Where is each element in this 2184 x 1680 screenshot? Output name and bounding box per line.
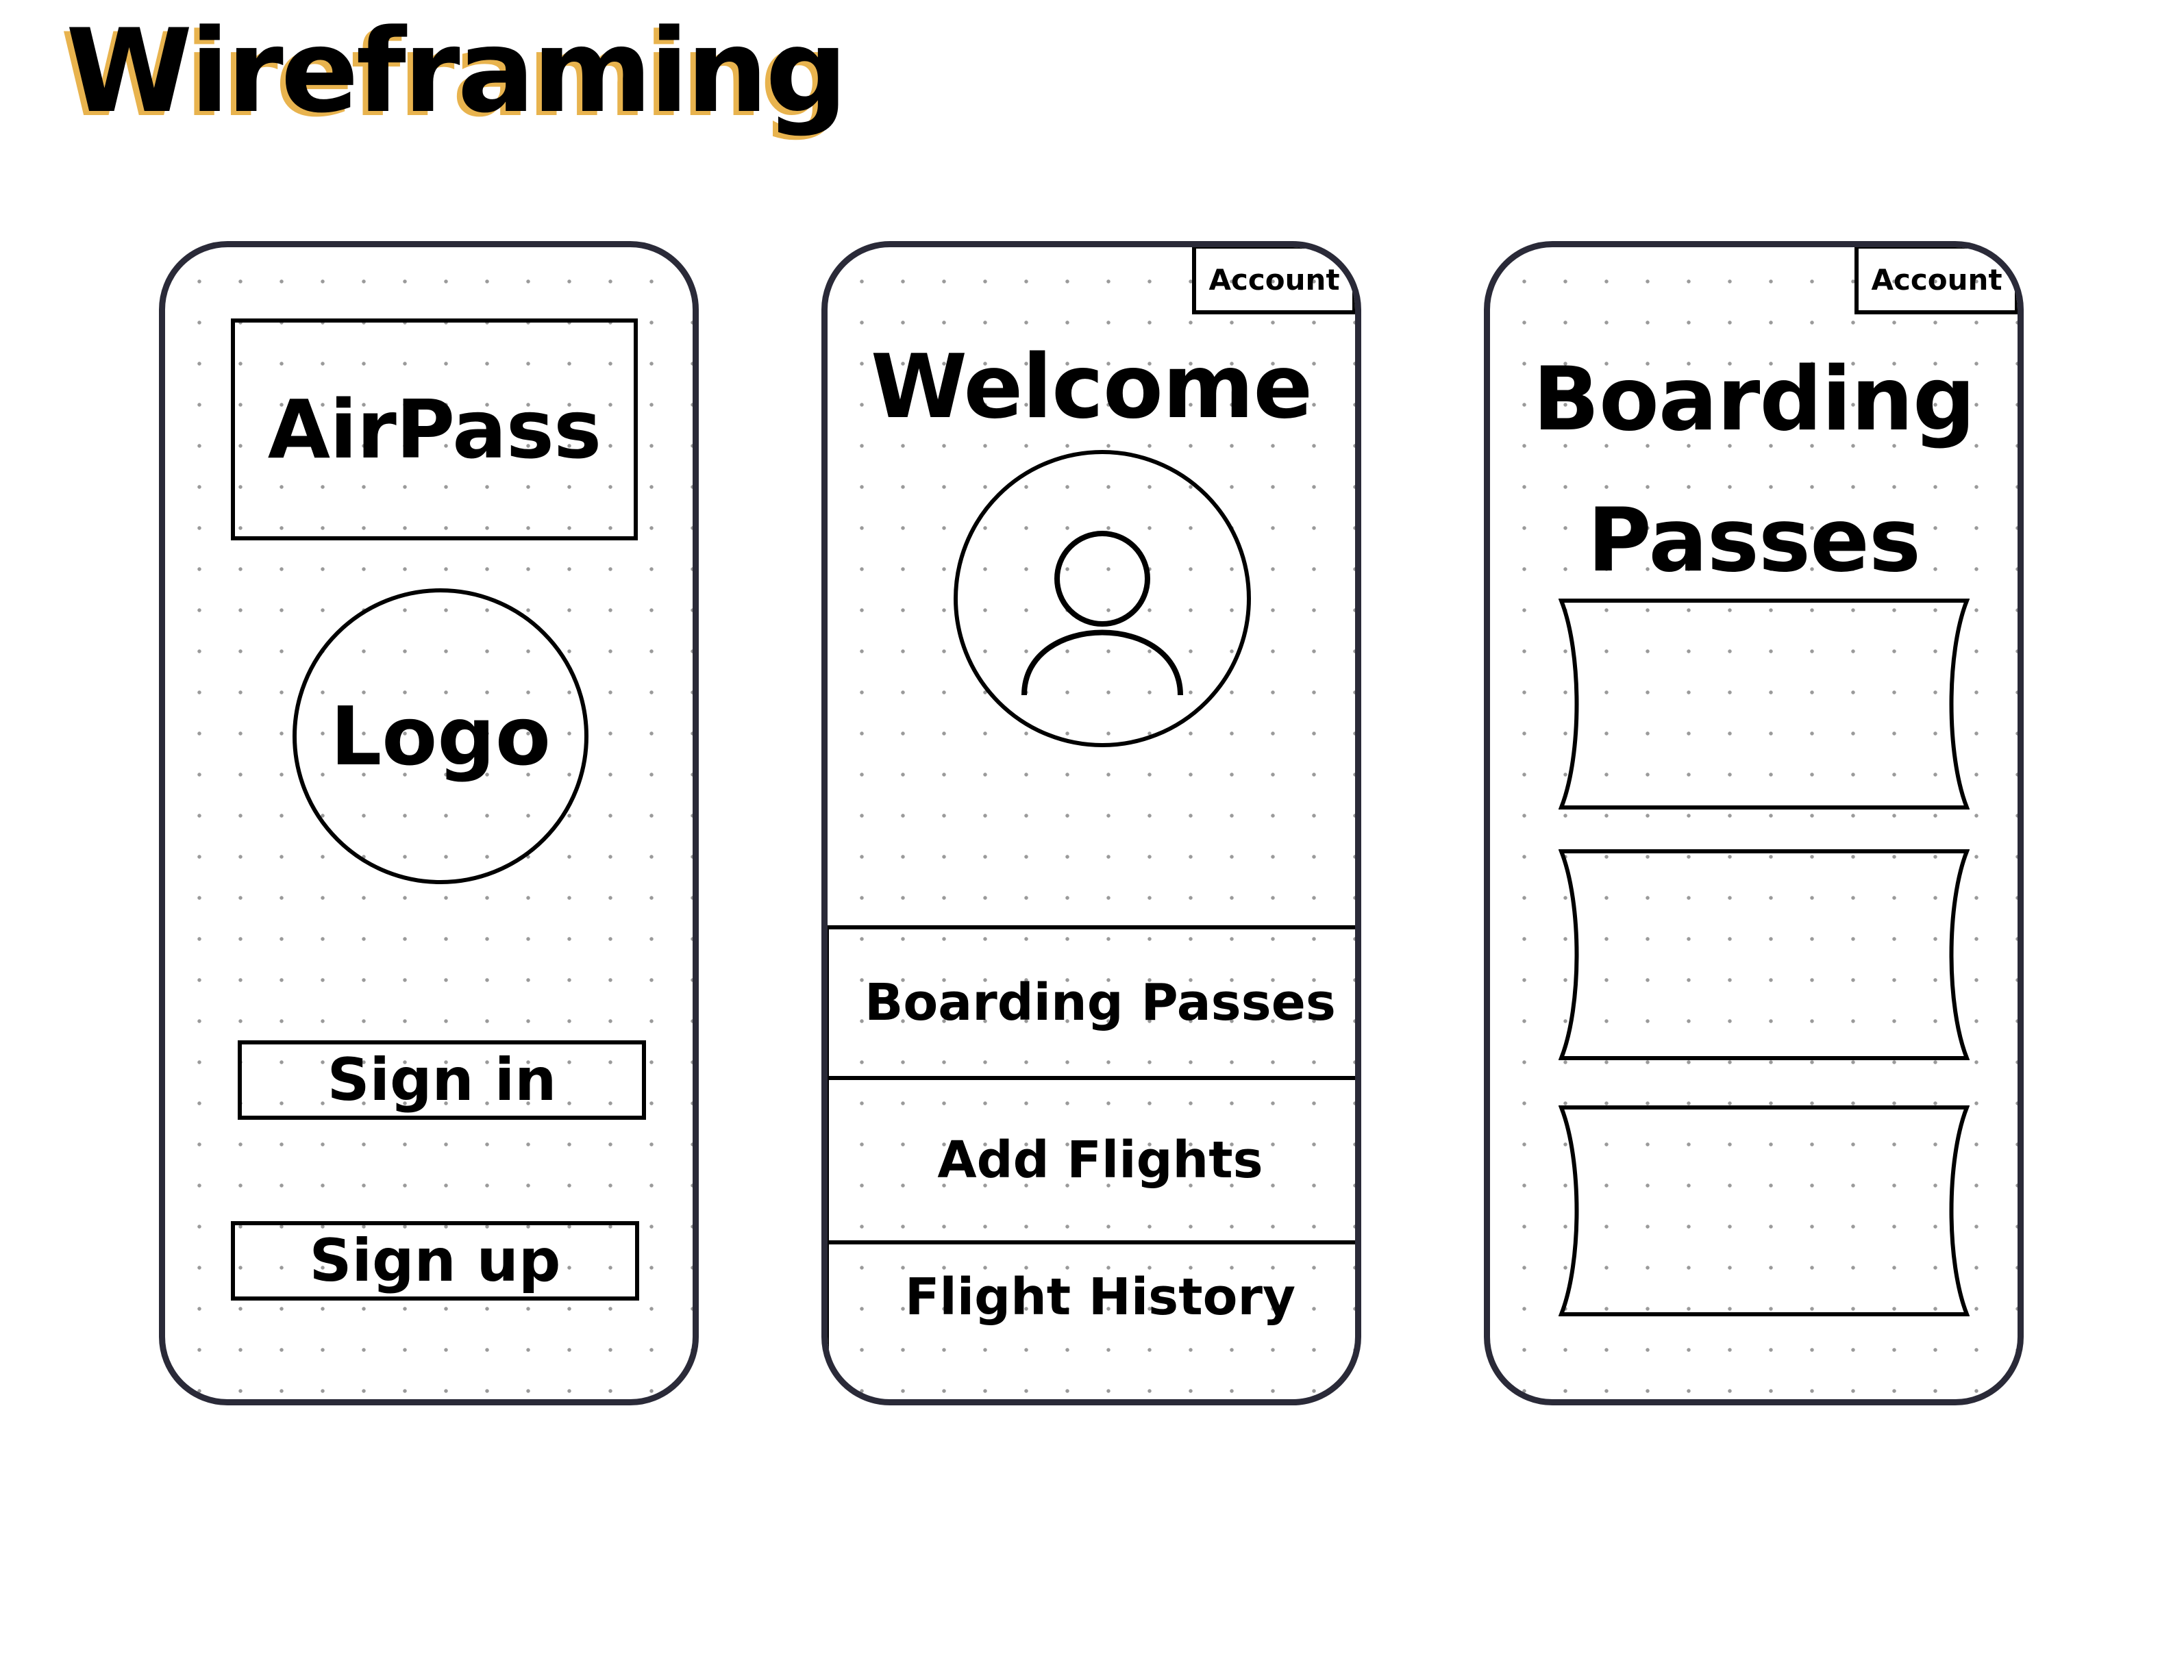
boarding-pass-card[interactable]: [1559, 1105, 1970, 1317]
account-label: Account: [1208, 262, 1340, 297]
user-icon: [1021, 531, 1183, 696]
phone-frame-login: AirPass Logo Sign in Sign up: [159, 241, 699, 1405]
menu-item-label: Add Flights: [937, 1131, 1263, 1190]
logo-placeholder: Logo: [293, 588, 588, 884]
welcome-heading: Welcome: [870, 336, 1313, 438]
brand-name-box: AirPass: [231, 318, 638, 540]
menu-item-flight-history[interactable]: Flight History: [828, 1240, 1355, 1399]
account-label: Account: [1871, 262, 2002, 297]
sign-up-label: Sign up: [309, 1227, 561, 1295]
page-title-text: Wireframing: [66, 4, 847, 138]
sign-up-button[interactable]: Sign up: [231, 1221, 639, 1301]
phone-frame-boarding-passes: Account Boarding Passes: [1484, 241, 2024, 1405]
account-button[interactable]: Account: [1192, 247, 1355, 314]
menu-item-add-flights[interactable]: Add Flights: [828, 1076, 1355, 1244]
heading-line-1: Boarding: [1532, 349, 1975, 451]
menu-item-label: Boarding Passes: [865, 973, 1336, 1032]
menu-item-boarding-passes[interactable]: Boarding Passes: [828, 925, 1355, 1080]
boarding-passes-heading: Boarding Passes: [1490, 329, 2018, 612]
brand-name: AirPass: [267, 382, 601, 477]
logo-label: Logo: [330, 689, 551, 783]
sign-in-label: Sign in: [327, 1046, 557, 1114]
page-title-shadow: Wireframing: [60, 8, 842, 142]
heading-line-2: Passes: [1587, 490, 1921, 592]
page-title: Wireframing Wireframing: [60, 4, 847, 138]
account-button[interactable]: Account: [1854, 247, 2018, 314]
boarding-pass-card[interactable]: [1559, 598, 1970, 810]
boarding-pass-card[interactable]: [1559, 849, 1970, 1061]
phone-frame-home: Account Welcome Boarding Passes Add Flig…: [821, 241, 1361, 1405]
sign-in-button[interactable]: Sign in: [238, 1040, 646, 1120]
avatar: [954, 450, 1251, 747]
menu-item-label: Flight History: [904, 1268, 1296, 1327]
